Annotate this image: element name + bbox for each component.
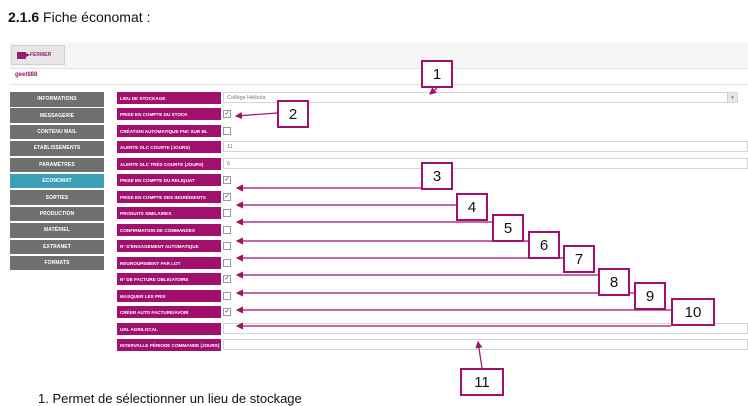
checkbox[interactable]	[223, 259, 231, 267]
menu-item[interactable]: CONTENU MAIL	[10, 124, 104, 140]
callout-box: 8	[598, 268, 630, 296]
text-input[interactable]	[223, 323, 748, 334]
form-row: CRÉATION AUTOMATIQUE FNC SUR BL	[117, 125, 748, 137]
checkbox[interactable]	[223, 292, 231, 300]
close-button-label: FERMER	[30, 52, 52, 58]
form-row: N° D'ENGAGEMENT AUTOMATIQUE	[117, 240, 748, 252]
field-label: INTERVALLE PÉRIODE COMMANDE (JOURS)	[117, 339, 221, 351]
callout-box: 2	[277, 100, 309, 128]
callout-box: 1	[421, 60, 453, 88]
text-input[interactable]: 6	[223, 158, 748, 169]
field-label: ALERTE DLC TRÈS COURTE (JOURS)	[117, 158, 221, 170]
checkbox[interactable]	[223, 226, 231, 234]
checkbox[interactable]: ✓	[223, 308, 231, 316]
form-row: URL AGRILOCAL	[117, 323, 748, 335]
form-row: REGROUPEMENT PAR LOT	[117, 257, 748, 269]
field-label: PRISE EN COMPTE DU STOCK	[117, 108, 221, 120]
menu-item[interactable]: ETABLISSEMENTS	[10, 141, 104, 156]
form-row: ALERTE DLC TRÈS COURTE (JOURS) 6	[117, 158, 748, 170]
menu-item[interactable]: MESSAGERIE	[10, 108, 104, 123]
menu-item[interactable]: SORTIES	[10, 190, 104, 205]
form-row: PRISE EN COMPTE DES INGRÉDIENTS ✓	[117, 191, 748, 203]
footer-text: 1. Permet de sélectionner un lieu de sto…	[38, 391, 302, 406]
field-label: PRISE EN COMPTE DES INGRÉDIENTS	[117, 191, 221, 203]
form-row: LIEU DE STOCKAGE Collège Hélicéa ▾	[117, 92, 748, 104]
side-menu: INFORMATIONS MESSAGERIE CONTENU MAIL ETABLI…	[10, 92, 104, 272]
callout-box: 5	[492, 214, 524, 242]
form-row: INTERVALLE PÉRIODE COMMANDE (JOURS)	[117, 339, 748, 351]
form-row: CRÉER AUTO FACTURE/AVOIR ✓	[117, 306, 748, 318]
input-value: 11	[227, 143, 233, 150]
callout-box: 7	[563, 245, 595, 273]
callout-box: 6	[528, 231, 560, 259]
app-window: FERMER geet888 INFORMATIONS MESSAGERIE CON…	[10, 42, 748, 368]
callout-box: 3	[421, 162, 453, 190]
field-label: CRÉATION AUTOMATIQUE FNC SUR BL	[117, 125, 221, 137]
form-row: PRISE EN COMPTE DU STOCK ✓	[117, 108, 748, 120]
checkbox[interactable]	[223, 242, 231, 250]
menu-item[interactable]: PARAMÈTRES	[10, 157, 104, 173]
field-label: REGROUPEMENT PAR LOT	[117, 257, 221, 269]
storage-select[interactable]: Collège Hélicéa ▾	[223, 92, 738, 103]
checkbox[interactable]: ✓	[223, 176, 231, 184]
input-value: 6	[227, 160, 231, 167]
field-label: CRÉER AUTO FACTURE/AVOIR	[117, 306, 221, 318]
menu-item[interactable]: MATÉRIEL	[10, 223, 104, 238]
field-label: ALERTE DLC COURTE (JOURS)	[117, 141, 221, 153]
field-label: N° DE FACTURE OBLIGATOIRE	[117, 273, 221, 285]
checkbox[interactable]: ✓	[223, 275, 231, 283]
form-row: MASQUER LES PRIX	[117, 290, 748, 302]
checkbox[interactable]: ✓	[223, 110, 231, 118]
section-heading: 2.1.6 Fiche économat :	[8, 9, 150, 25]
field-label: CONFIRMATION DE COMMANDES	[117, 224, 221, 236]
menu-item[interactable]: INFORMATIONS	[10, 92, 104, 107]
field-label: PRODUITS SIMILAIRES	[117, 207, 221, 219]
text-input[interactable]: 11	[223, 141, 748, 152]
text-input[interactable]	[223, 339, 748, 350]
exit-icon	[17, 51, 30, 59]
close-button[interactable]: FERMER	[11, 45, 65, 65]
section-number: 2.1.6	[8, 9, 40, 25]
form-row: CONFIRMATION DE COMMANDES	[117, 224, 748, 236]
menu-item[interactable]: EXTRANET	[10, 239, 104, 255]
checkbox[interactable]	[223, 127, 231, 135]
form-row: ALERTE DLC COURTE (JOURS) 11	[117, 141, 748, 153]
form-row: PRISE EN COMPTE DU RELIQUAT ✓	[117, 174, 748, 186]
form-row: PRODUITS SIMILAIRES	[117, 207, 748, 219]
divider	[10, 81, 748, 85]
toolbar: FERMER	[10, 42, 748, 69]
checkbox[interactable]: ✓	[223, 193, 231, 201]
field-label: PRISE EN COMPTE DU RELIQUAT	[117, 174, 221, 186]
field-label: LIEU DE STOCKAGE	[117, 92, 221, 104]
section-title: Fiche économat :	[43, 9, 151, 25]
chevron-down-icon[interactable]: ▾	[727, 93, 737, 102]
menu-item[interactable]: ECONOMAT	[10, 173, 104, 189]
menu-item[interactable]: PRODUCTION	[10, 206, 104, 222]
checkbox[interactable]	[223, 209, 231, 217]
form-row: N° DE FACTURE OBLIGATOIRE ✓	[117, 273, 748, 285]
field-label: MASQUER LES PRIX	[117, 290, 221, 302]
field-label: N° D'ENGAGEMENT AUTOMATIQUE	[117, 240, 221, 252]
menu-item[interactable]: FORMATS	[10, 255, 104, 271]
callout-box: 11	[460, 368, 504, 396]
input-value: Collège Hélicéa	[227, 94, 266, 101]
callout-box: 10	[671, 298, 715, 326]
field-label: URL AGRILOCAL	[117, 323, 221, 335]
record-code: geet888	[15, 72, 38, 78]
callout-box: 9	[634, 282, 666, 310]
callout-box: 4	[456, 193, 488, 221]
